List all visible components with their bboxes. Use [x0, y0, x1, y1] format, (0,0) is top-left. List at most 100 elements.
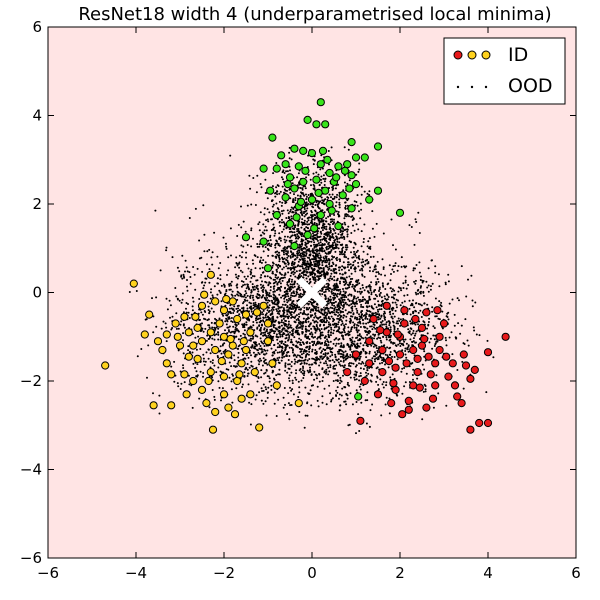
ood-point	[289, 268, 292, 271]
ood-point	[319, 289, 322, 292]
ood-point	[321, 318, 324, 321]
ood-point	[423, 368, 426, 371]
ood-point	[336, 277, 339, 280]
ood-point	[358, 362, 360, 365]
ood-point	[401, 301, 404, 304]
ood-point	[300, 362, 303, 365]
ood-point	[314, 263, 317, 266]
ood-point	[357, 321, 360, 324]
ood-point	[434, 271, 437, 274]
ood-point	[263, 334, 266, 337]
ood-point	[260, 256, 263, 259]
ood-point	[208, 248, 211, 251]
ood-point	[362, 286, 364, 289]
ood-point	[309, 370, 312, 373]
ood-point	[346, 233, 349, 236]
ood-point	[331, 235, 334, 238]
ood-point	[322, 273, 325, 276]
ood-point	[247, 383, 250, 386]
ood-point	[351, 336, 354, 339]
ood-point	[267, 283, 270, 286]
ood-point	[256, 243, 259, 245]
ood-point	[296, 252, 299, 255]
ood-point	[194, 288, 197, 291]
ood-point	[270, 218, 272, 221]
ood-point	[272, 308, 275, 311]
ood-point	[382, 358, 385, 361]
ood-point	[272, 335, 275, 338]
ood-point	[264, 400, 267, 403]
ood-point	[358, 290, 361, 293]
ood-point	[267, 332, 269, 335]
ood-point	[208, 310, 211, 313]
ood-point	[302, 343, 305, 345]
ood-point	[394, 301, 397, 304]
ood-point	[386, 354, 389, 357]
ood-point	[343, 255, 346, 258]
ood-point	[314, 327, 317, 330]
ood-point	[360, 185, 363, 188]
ood-point	[292, 270, 295, 273]
ood-point	[401, 392, 404, 395]
ood-point	[374, 360, 376, 363]
ood-point	[214, 321, 216, 324]
ood-point	[292, 290, 295, 293]
ood-point	[198, 257, 201, 260]
ood-point	[304, 414, 307, 417]
ood-point	[426, 327, 428, 330]
ood-point	[240, 205, 242, 208]
ood-point	[237, 356, 240, 359]
ood-point	[332, 247, 335, 250]
ood-point	[136, 355, 139, 358]
ood-point	[331, 354, 334, 356]
ood-point	[295, 318, 298, 321]
ood-point	[347, 355, 350, 358]
ood-point	[213, 231, 216, 234]
ood-point	[355, 307, 358, 310]
ood-point	[376, 321, 378, 324]
ood-point	[314, 278, 317, 281]
ood-point	[195, 348, 198, 351]
ood-point	[217, 267, 220, 270]
ood-point	[185, 302, 188, 304]
ood-point	[233, 332, 236, 335]
ood-point	[311, 340, 314, 343]
ood-point	[314, 214, 317, 217]
ood-point	[432, 325, 435, 328]
ood-point	[334, 288, 337, 291]
ood-point	[385, 396, 388, 399]
ood-point	[336, 386, 339, 389]
ood-point	[264, 225, 267, 228]
ood-point	[243, 371, 246, 374]
ood-point	[231, 321, 234, 323]
ood-point	[313, 260, 315, 263]
ood-point	[317, 317, 319, 320]
ood-point	[415, 330, 418, 333]
ood-point	[188, 217, 191, 219]
ood-point	[333, 197, 336, 200]
ood-point	[421, 418, 424, 421]
ood-point	[287, 392, 290, 395]
ood-point	[312, 183, 315, 186]
ood-point	[318, 183, 321, 186]
ood-point	[369, 310, 372, 313]
ood-point	[265, 298, 267, 301]
ood-point	[358, 339, 361, 342]
ood-point	[329, 355, 332, 358]
ood-point	[278, 232, 281, 235]
ood-point	[358, 357, 361, 360]
ood-point	[351, 403, 354, 406]
ood-point	[333, 239, 336, 242]
ood-point	[338, 313, 341, 316]
ood-point	[282, 221, 285, 224]
ood-point	[368, 270, 371, 272]
ood-point	[323, 323, 325, 326]
ood-point	[330, 290, 333, 293]
ood-point	[355, 364, 358, 367]
ood-point	[313, 159, 316, 162]
ood-point	[211, 294, 214, 297]
ood-point	[366, 245, 369, 248]
ood-point	[415, 293, 418, 296]
ood-point	[360, 311, 363, 314]
ood-point	[408, 299, 411, 302]
